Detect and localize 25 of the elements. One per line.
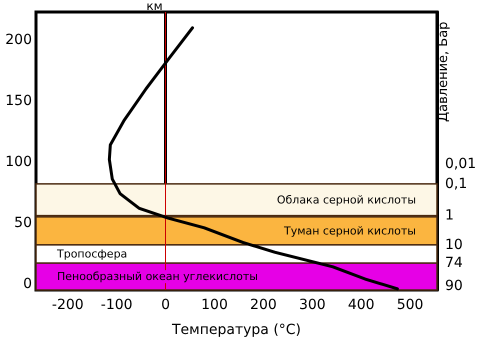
band-label: Пенообразный океан углекислоты bbox=[57, 270, 258, 284]
y-tick-label: 200 bbox=[5, 32, 32, 48]
x-tick-label: 500 bbox=[396, 297, 424, 313]
text: 90 bbox=[445, 278, 463, 294]
y-tick-label: 0 bbox=[23, 276, 32, 292]
band-label: Тропосфера bbox=[56, 248, 128, 261]
x-tick-label: -100 bbox=[100, 297, 133, 313]
y-tick-label: 100 bbox=[5, 154, 32, 170]
text: 1 bbox=[445, 208, 454, 224]
text: 74 bbox=[445, 255, 463, 272]
y-tick-label: 50 bbox=[14, 214, 32, 231]
text: 0,1 bbox=[445, 176, 468, 192]
x-tick-label: 300 bbox=[298, 297, 326, 313]
x-tick-label: 100 bbox=[201, 297, 228, 313]
band-label: Туман серной кислоты bbox=[282, 224, 416, 238]
x-tick-label: 400 bbox=[348, 297, 375, 313]
x-tick-label: 200 bbox=[250, 297, 277, 313]
text: 10 bbox=[445, 236, 463, 253]
y-tick-label: 150 bbox=[5, 93, 32, 110]
y-axis-title: км bbox=[146, 0, 163, 13]
x-tick-label: 0 bbox=[161, 297, 170, 313]
x-axis-title: Температура (°C) bbox=[170, 322, 302, 338]
x-tick-label: -200 bbox=[52, 297, 84, 313]
band-label: Облака серной кислоты bbox=[276, 193, 416, 206]
text: 0,01 bbox=[445, 156, 476, 172]
